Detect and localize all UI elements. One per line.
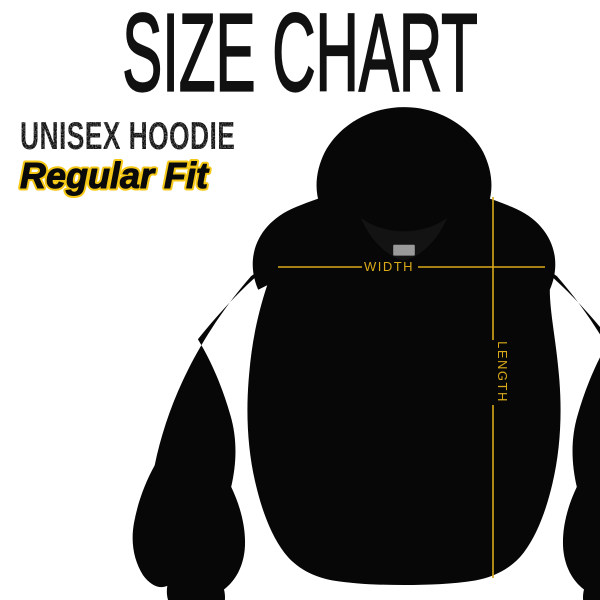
- svg-text:WIDTH: WIDTH: [364, 259, 414, 274]
- svg-text:LENGTH: LENGTH: [495, 341, 510, 403]
- svg-text:Regular Fit: Regular Fit: [20, 155, 210, 196]
